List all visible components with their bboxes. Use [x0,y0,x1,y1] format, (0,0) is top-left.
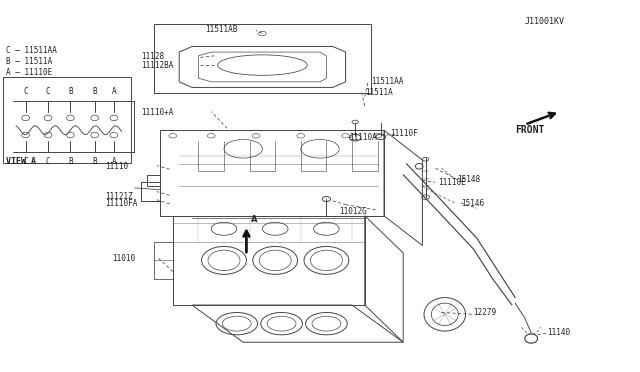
Text: B – 11511A: B – 11511A [6,57,52,66]
Text: 11511A: 11511A [365,88,392,97]
Text: A – 11110E: A – 11110E [6,68,52,77]
Text: 11110FA: 11110FA [106,199,138,208]
Text: C: C [45,157,51,166]
Text: 11511AA: 11511AA [371,77,404,86]
Bar [3,77,131,163]
Text: 11110F: 11110F [390,129,418,138]
Text: 11010: 11010 [112,254,135,263]
Text: C – 11511AA: C – 11511AA [6,46,57,55]
Text: 11511AB: 11511AB [205,25,237,34]
Text: B: B [92,87,97,96]
Text: 11121Z: 11121Z [106,192,133,201]
Text: B: B [68,87,73,96]
Text: 11112BA: 11112BA [141,61,173,70]
Text: 12279: 12279 [474,308,497,317]
Text: 11012G: 11012G [339,207,367,216]
Text: 15148: 15148 [458,175,481,184]
Text: A: A [111,157,116,166]
Text: A: A [252,215,258,224]
Text: VIEW A: VIEW A [6,157,36,166]
Text: C: C [45,87,51,96]
Text: C: C [23,157,28,166]
Text: C: C [23,87,28,96]
Text: 11110+A: 11110+A [141,108,173,117]
Text: 15146: 15146 [461,199,484,208]
Text: 11128: 11128 [141,52,164,61]
Text: 11110A: 11110A [349,133,376,142]
Text: B: B [92,157,97,166]
Text: A: A [111,87,116,96]
Text: 11110: 11110 [106,162,129,171]
Bar [154,24,371,93]
Text: 11110E: 11110E [438,178,466,187]
Text: FRONT: FRONT [515,125,545,135]
Text: B: B [68,157,73,166]
Text: 11140: 11140 [547,328,570,337]
Text: J11001KV: J11001KV [525,17,564,26]
